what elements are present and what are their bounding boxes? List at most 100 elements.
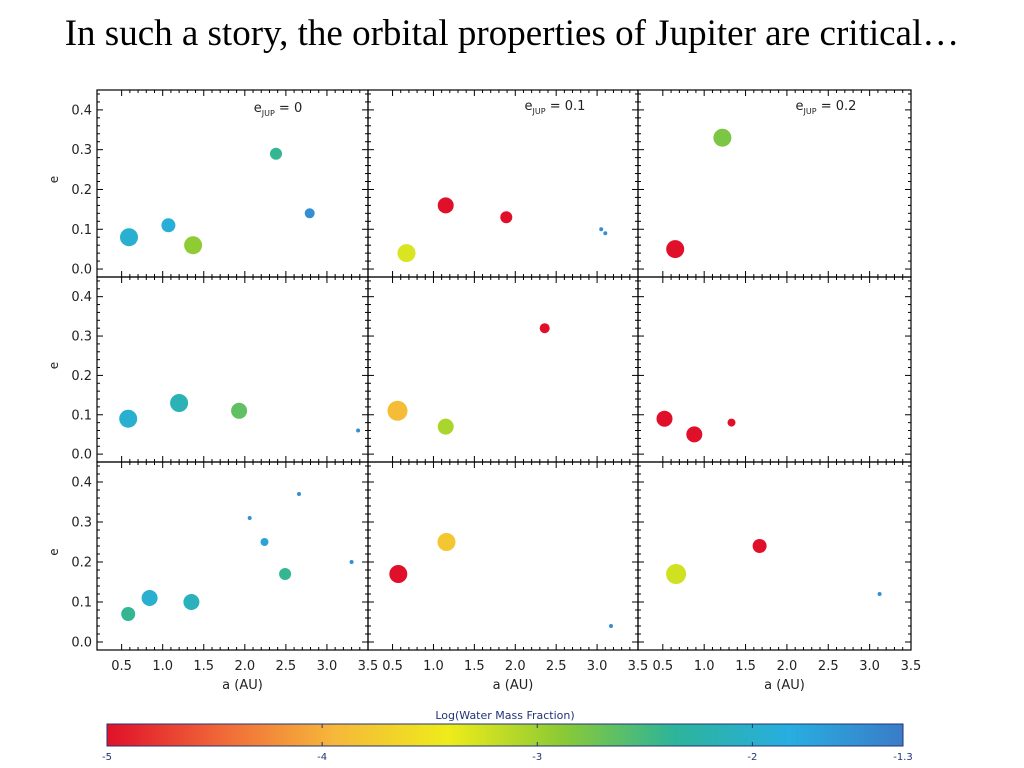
panel-points-0-0: [120, 147, 315, 255]
colorbar-tick-label: -3: [532, 752, 542, 763]
y-tick-label: 0.1: [71, 223, 92, 238]
x-tick-label: 3.0: [859, 659, 880, 674]
colorbar-label: Log(Water Mass Fraction): [435, 709, 574, 722]
y-tick-label: 0.2: [71, 369, 92, 384]
y-tick-label: 0.2: [71, 183, 92, 198]
data-point: [609, 624, 613, 628]
panel-background: [368, 462, 638, 650]
panel-points-1-2: [656, 410, 736, 443]
column-title-subscript: JUP: [532, 107, 546, 116]
y-tick-label: 0.4: [71, 290, 92, 305]
data-point: [120, 228, 138, 247]
x-tick-label: 3.5: [628, 659, 649, 674]
x-tick-label: 2.0: [777, 659, 798, 674]
data-point: [713, 128, 732, 147]
data-point: [389, 565, 408, 583]
panel-points-0-1: [397, 197, 608, 263]
data-point: [539, 323, 550, 334]
panel-points-2-0: [121, 492, 354, 621]
panel-2-2: [638, 462, 912, 650]
data-point: [397, 244, 416, 263]
data-point: [304, 208, 315, 219]
data-point: [183, 594, 200, 610]
y-axis-label: e: [47, 548, 61, 555]
data-point: [877, 592, 882, 596]
x-tick-label: 3.5: [901, 659, 922, 674]
x-tick-label: 3.5: [358, 659, 379, 674]
data-point: [437, 533, 456, 551]
data-point: [437, 418, 454, 435]
x-tick-label: 2.5: [276, 659, 297, 674]
data-point: [500, 211, 513, 224]
panel-points-0-2: [666, 128, 732, 259]
y-tick-label: 0.3: [71, 330, 92, 345]
y-tick-label: 0.2: [71, 556, 92, 571]
data-point: [666, 564, 687, 584]
column-title-value: = 0.2: [817, 99, 857, 114]
data-point: [656, 410, 673, 427]
data-point: [119, 409, 138, 428]
column-title-value: = 0.1: [546, 99, 586, 114]
y-axis-label: e: [47, 362, 61, 369]
x-axis-label: a (AU): [222, 678, 263, 693]
data-point: [437, 197, 454, 214]
colorbar-tick-label: -2: [747, 752, 757, 763]
data-point: [356, 428, 361, 433]
slide-title: In such a story, the orbital properties …: [64, 13, 960, 54]
y-tick-label: 0.3: [71, 143, 92, 158]
column-title-base: e: [796, 99, 804, 114]
x-tick-label: 2.5: [818, 659, 839, 674]
y-axis-label: e: [47, 176, 61, 183]
panel-2-0: [97, 462, 369, 650]
x-tick-label: 0.5: [382, 659, 403, 674]
y-tick-label: 0.4: [71, 476, 92, 491]
panel-frame: [637, 461, 912, 651]
data-point: [184, 236, 203, 255]
y-tick-label: 0.3: [71, 516, 92, 531]
panel-background: [97, 462, 368, 650]
column-title-subscript: JUP: [803, 107, 817, 116]
panel-background: [368, 90, 638, 277]
data-point: [247, 516, 252, 520]
y-tick-label: 0.0: [71, 448, 92, 463]
x-tick-label: 1.5: [735, 659, 756, 674]
data-point: [279, 568, 292, 580]
x-tick-label: 1.5: [193, 659, 214, 674]
panel-background: [638, 462, 911, 650]
x-tick-label: 1.5: [464, 659, 485, 674]
x-tick-label: 0.5: [652, 659, 673, 674]
panel-1-1: [368, 277, 639, 462]
panel-points-2-2: [666, 539, 882, 596]
column-title-base: e: [525, 99, 533, 114]
panel-points-2-1: [389, 533, 613, 628]
y-tick-label: 0.0: [71, 263, 92, 278]
panel-background: [638, 277, 911, 462]
column-title-ejup: eJUP = 0.2: [796, 99, 857, 116]
data-point: [297, 492, 301, 496]
x-tick-label: 2.5: [546, 659, 567, 674]
x-axis-label: a (AU): [493, 678, 534, 693]
panel-2-1: [368, 462, 639, 650]
x-axis-label: a (AU): [764, 678, 805, 693]
data-point: [260, 538, 269, 546]
panel-background: [97, 277, 368, 462]
colorbar-tick-label: -5: [102, 752, 112, 763]
x-tick-label: 0.5: [111, 659, 132, 674]
panel-background: [368, 277, 638, 462]
colorbar-tick-label: -1.3: [893, 752, 913, 763]
data-point: [231, 402, 248, 419]
data-point: [727, 418, 736, 427]
data-point: [270, 147, 282, 160]
panel-points-1-1: [387, 323, 550, 435]
column-title-value: = 0: [275, 101, 302, 116]
y-tick-label: 0.1: [71, 596, 92, 611]
colorbar: [106, 723, 904, 747]
panel-1-0: [97, 277, 369, 462]
data-point: [387, 400, 408, 421]
panel-points-1-0: [119, 394, 361, 433]
column-title-base: e: [254, 101, 262, 116]
x-tick-label: 2.0: [234, 659, 255, 674]
panel-background: [97, 90, 368, 277]
panel-0-1: [368, 90, 639, 277]
